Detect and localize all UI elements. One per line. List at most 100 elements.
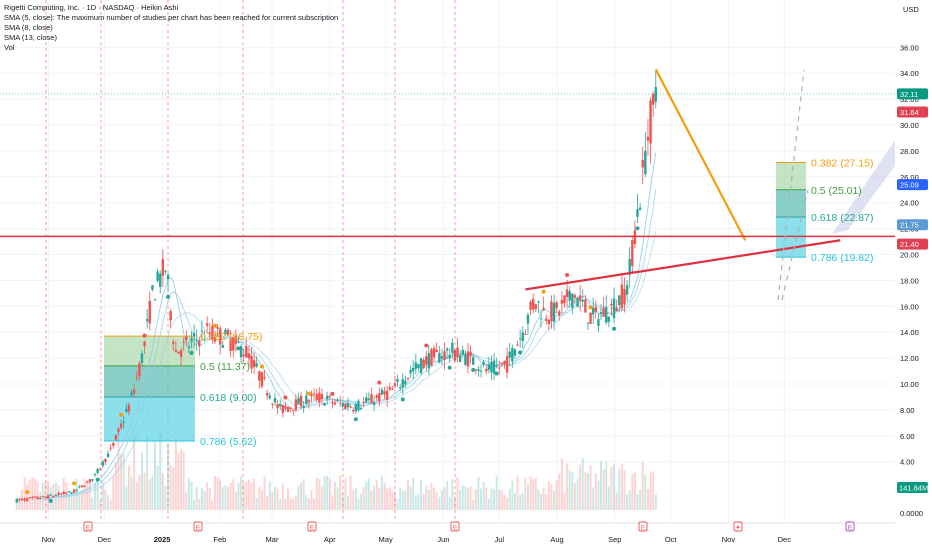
- volume-bar: [615, 492, 618, 510]
- fib-level-label: 0.5 (11.37): [200, 361, 250, 373]
- signal-dots: [25, 226, 640, 503]
- candle-body: [85, 481, 89, 483]
- trendlines[interactable]: [525, 68, 841, 291]
- candle-body: [138, 363, 141, 377]
- time-tick-label: Nov: [722, 535, 736, 544]
- price-tick-label: 12.00: [900, 354, 919, 363]
- volume-bar: [414, 496, 417, 510]
- candle-body: [333, 402, 337, 405]
- candle-body: [211, 325, 214, 339]
- volume-bar: [600, 461, 603, 510]
- volume-bar: [83, 478, 86, 510]
- time-tick-label: Apr: [324, 535, 336, 544]
- time-axis[interactable]: Nov Dec 2025 Feb Mar Apr May Jun Jul Aug Sep Oct Nov…: [0, 522, 895, 550]
- candle-body: [143, 341, 146, 347]
- volume-bar: [159, 433, 162, 510]
- price-axis[interactable]: USD36.0034.0032.0030.0028.0026.0024.0022…: [895, 0, 932, 550]
- candle-body: [586, 322, 590, 324]
- candle-body: [631, 240, 634, 266]
- candle-body: [265, 393, 269, 396]
- candle-body: [451, 342, 454, 353]
- signal-dot: [119, 412, 124, 417]
- volume-bar: [245, 481, 248, 510]
- projection-drawings[interactable]: [777, 69, 897, 301]
- volume-bar: [474, 489, 477, 510]
- candle-body: [62, 491, 65, 495]
- candle-body: [597, 319, 600, 327]
- volume-bar: [292, 498, 295, 510]
- volume-bar: [80, 490, 83, 510]
- price-tick-label: 0.0000: [900, 509, 923, 518]
- candle-body: [545, 318, 548, 321]
- volume-bar: [464, 486, 467, 510]
- candle-body: [511, 348, 514, 362]
- price-tag-bg: [897, 179, 928, 191]
- volume-bar: [435, 492, 438, 510]
- volume-bar: [430, 483, 433, 510]
- candle-body: [187, 346, 191, 348]
- candle-body: [607, 316, 611, 322]
- candle-body: [320, 394, 324, 400]
- volume-bar: [221, 487, 224, 510]
- candle-body: [200, 330, 204, 332]
- candle-body: [132, 389, 136, 394]
- volume-bar: [532, 479, 535, 510]
- volume-bar: [109, 499, 112, 510]
- volume-tag-bg: [897, 482, 928, 493]
- volume-bar: [208, 487, 211, 510]
- volume-tag-text: 141.84M: [899, 484, 928, 493]
- candle-body: [359, 408, 363, 410]
- volume-bar: [26, 483, 29, 510]
- trendline: [525, 239, 841, 291]
- volume-bar: [73, 496, 76, 510]
- signal-dot: [518, 350, 523, 355]
- volume-bar: [323, 476, 326, 510]
- candle-body: [140, 353, 144, 364]
- candle-body: [346, 403, 350, 408]
- volume-bar: [125, 486, 128, 510]
- volume-bar: [198, 498, 201, 510]
- fib-level-label: 0.382 (27.15): [811, 158, 873, 170]
- signal-dot: [565, 273, 570, 278]
- sma-lines: [32, 152, 657, 501]
- volume-bar: [513, 492, 516, 510]
- volume-bar: [362, 487, 365, 510]
- volume-bar: [154, 441, 157, 510]
- candle-body: [23, 498, 26, 501]
- volume-bar: [258, 486, 261, 510]
- volume-bar: [347, 496, 350, 510]
- volume-bar: [459, 489, 462, 510]
- volume-bar: [365, 481, 368, 510]
- fib-level-label: 0.5 (25.01): [811, 185, 862, 197]
- volume-bar: [193, 499, 196, 510]
- volume-bar: [349, 475, 352, 510]
- candle-body: [179, 350, 183, 357]
- candle-body: [57, 493, 60, 495]
- candle-body: [625, 284, 629, 295]
- candle-body: [500, 362, 504, 365]
- event-markers[interactable]: E E E E E ✦ E: [83, 521, 855, 532]
- signal-dot: [142, 333, 147, 338]
- volume-bar: [232, 479, 235, 510]
- fib-level-label: 0.786 (5.62): [200, 436, 257, 448]
- candle-body: [628, 258, 631, 275]
- volume-bar: [378, 487, 381, 510]
- fib-level-labels: 0.382 (18.75) 0.5 (11.37) 0.618 (9.00) 0.78…: [200, 158, 873, 448]
- volume-bar: [388, 487, 391, 510]
- candle-body: [571, 293, 574, 308]
- volume-bar: [519, 494, 522, 510]
- volume-bar: [540, 493, 543, 510]
- volume-bar: [581, 457, 584, 510]
- candle-body: [445, 348, 449, 351]
- candle-body: [349, 406, 352, 408]
- price-tag-text: 21.75: [900, 221, 919, 230]
- volume-bar: [545, 494, 548, 510]
- candle-body: [550, 301, 553, 322]
- signal-dot: [189, 350, 194, 355]
- event-marker-box: [193, 521, 203, 532]
- volume-bar: [114, 462, 117, 510]
- volume-bar: [86, 482, 89, 510]
- volume-bar: [412, 477, 415, 510]
- volume-bar: [576, 479, 579, 510]
